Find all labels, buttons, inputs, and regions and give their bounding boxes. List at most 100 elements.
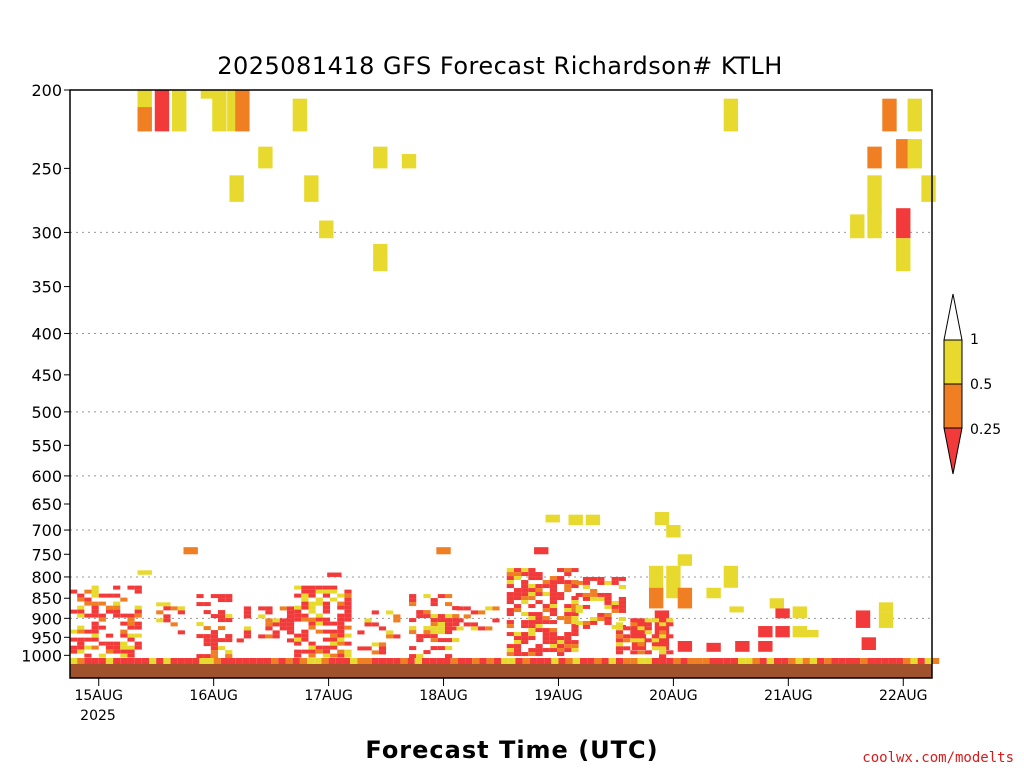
ri-cell: [529, 658, 537, 664]
ri-cell: [286, 606, 295, 611]
ri-cell: [337, 593, 345, 598]
ri-cell: [206, 658, 214, 664]
ri-cell: [855, 610, 871, 628]
ri-cell: [393, 618, 401, 623]
ri-cell: [217, 618, 226, 623]
ri-cell: [278, 658, 286, 664]
ri-cell: [601, 658, 609, 664]
ri-cell: [582, 592, 591, 597]
ri-cell: [521, 572, 529, 577]
ri-cell: [528, 624, 536, 629]
ri-cell: [286, 614, 295, 619]
ri-cell: [637, 638, 645, 643]
ri-cell: [430, 622, 438, 627]
ri-cell: [170, 658, 178, 664]
credit-text: coolwx.com/modelts: [862, 750, 1014, 766]
ri-cell: [156, 618, 164, 623]
ri-cell: [564, 588, 572, 593]
ri-cell: [344, 593, 352, 598]
ri-cell: [549, 648, 558, 653]
y-tick-label: 800: [31, 568, 62, 587]
ri-cell: [393, 614, 401, 619]
ri-cell: [77, 645, 85, 650]
ri-cell: [77, 605, 85, 610]
ri-cell: [184, 658, 193, 664]
ri-cell: [443, 658, 451, 664]
ri-cell: [604, 592, 612, 597]
ri-cell: [444, 602, 453, 607]
ri-cell: [98, 593, 106, 598]
ri-cell: [409, 626, 417, 631]
ri-cell: [330, 641, 338, 646]
ri-cell: [618, 600, 626, 605]
ri-cell: [77, 609, 85, 614]
ri-cell: [294, 649, 302, 654]
ri-cell: [623, 634, 631, 639]
ri-cell: [308, 649, 316, 654]
ri-cell: [203, 634, 211, 639]
ri-cell: [430, 646, 438, 651]
ri-cell: [651, 646, 660, 651]
ri-cell: [84, 658, 92, 664]
ri-cell: [401, 154, 417, 169]
ri-cell: [564, 632, 572, 637]
ri-cell: [330, 633, 338, 638]
ri-cell: [513, 636, 522, 641]
ri-cell: [196, 602, 204, 607]
ri-cell: [867, 658, 875, 664]
ri-cell: [192, 658, 200, 664]
ri-cell: [414, 658, 422, 664]
ri-cell: [430, 626, 438, 631]
ri-cell: [243, 606, 252, 611]
ri-cell: [386, 630, 394, 635]
ri-cell: [611, 624, 619, 629]
ri-cell: [409, 630, 417, 635]
ri-cell: [506, 580, 514, 585]
ri-cell: [907, 139, 922, 169]
ri-cell: [630, 622, 638, 627]
ri-cell: [294, 653, 302, 658]
ri-cell: [615, 650, 624, 655]
ri-cell: [386, 658, 394, 664]
ri-cell: [120, 653, 128, 658]
ri-cell: [308, 653, 316, 658]
ri-cell: [792, 606, 808, 619]
ri-cell: [315, 589, 323, 594]
ri-cell: [666, 565, 681, 599]
ri-cell: [77, 637, 85, 642]
ri-cell: [423, 626, 431, 631]
y-tick-label: 550: [31, 436, 62, 455]
ri-cell: [615, 634, 624, 639]
ri-cell: [597, 616, 605, 621]
ri-cell: [423, 594, 431, 599]
ri-cell: [279, 618, 287, 623]
ri-cell: [513, 592, 522, 597]
ri-cell: [225, 614, 233, 619]
ri-cell: [535, 628, 543, 633]
ri-cell: [337, 621, 345, 626]
ri-cell: [337, 613, 345, 618]
ri-cell: [170, 622, 178, 627]
ri-cell: [258, 146, 273, 169]
ri-cell: [322, 649, 331, 654]
ri-cell: [120, 641, 128, 646]
ri-cell: [364, 658, 372, 664]
ri-cell: [673, 658, 681, 664]
ri-cell: [113, 585, 121, 590]
ri-cell: [105, 641, 114, 646]
ri-cell: [423, 634, 431, 639]
ri-cell: [91, 601, 99, 606]
ri-cell: [265, 622, 273, 627]
ri-cell: [321, 658, 329, 664]
ri-cell: [463, 606, 471, 611]
ri-cell: [196, 622, 204, 627]
ri-cell: [279, 626, 287, 631]
ri-cell: [549, 604, 558, 609]
ri-cell: [163, 606, 171, 611]
ri-cell: [210, 646, 218, 651]
ri-cell: [308, 585, 316, 590]
ri-cell: [597, 596, 605, 601]
ri-cell: [506, 648, 514, 653]
ri-cell: [615, 630, 624, 635]
